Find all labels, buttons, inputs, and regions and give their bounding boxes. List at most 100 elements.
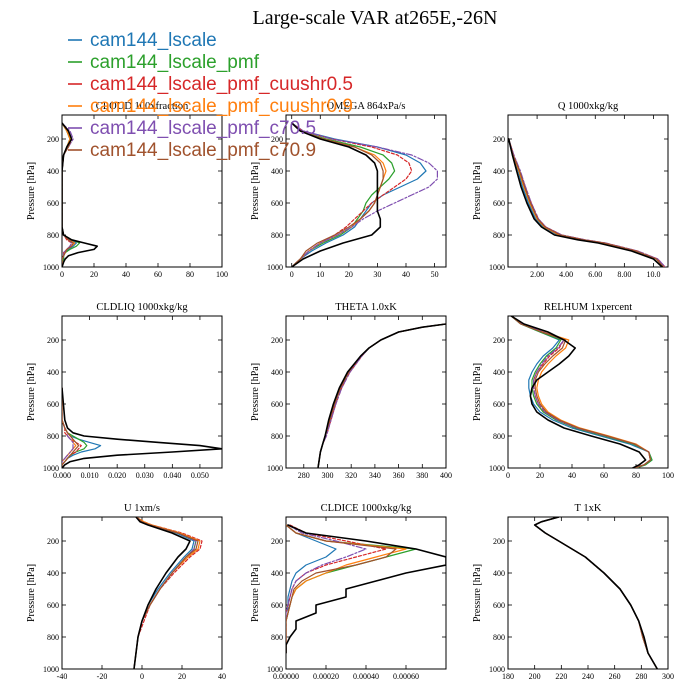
panel-omega-864xpa-s-ytick-label: 400 [271,167,283,176]
legend-item-cam144-lscale-pmf-c70-9: cam144_lscale_pmf_c70.9 [68,140,316,161]
panel-u-1xm-s-xtick-label: 40 [218,672,226,681]
panel-u-1xm-s-ylabel: Pressure [hPa] [26,564,37,622]
panel-theta-1-0xk-xtick-label: 280 [298,471,310,480]
panel-omega-864xpa-s-xtick-label: 10 [316,270,324,279]
panel-q-1000xkg-kg-plot-area [508,138,666,267]
panel-t-1xk-xtick-label: 280 [635,672,647,681]
panel-q-1000xkg-kg-xtick-label: 10.0 [646,270,660,279]
panel-omega-864xpa-s-series-cam144-lscale-pmf [291,122,396,267]
panel-u-1xm-s-ytick-label: 400 [47,569,59,578]
panel-cldliq-1000xkg-kg-title: CLDLIQ 1000xkg/kg [96,302,188,313]
panel-relhum-1xpercent-series-cam144-lscale-pmf-cuushr0-5 [510,316,652,468]
panel-q-1000xkg-kg-xtick-label: 4.00 [559,270,573,279]
legend: cam144_lscalecam144_lscale_pmfcam144_lsc… [68,30,353,161]
panel-cldliq-1000xkg-kg-series-control [62,387,222,468]
panel-omega-864xpa-s-ytick-label: 200 [271,135,283,144]
panel-relhum-1xpercent-series-control [510,316,647,468]
panel-theta-1-0xk-plot-area [317,323,446,468]
panel-cloud-100xfraction-ytick-label: 600 [47,199,59,208]
panel-cloud-100xfraction-ylabel: Pressure [hPa] [26,162,37,220]
panel-relhum-1xpercent-xtick-label: 80 [632,471,640,480]
panel-cldice-1000xkg-kg-ytick-label: 800 [271,633,283,642]
panel-q-1000xkg-kg-series-cam144-lscale-pmf-c70-9 [508,138,665,267]
panel-cldice-1000xkg-kg-xtick-label: 0.00000 [273,672,299,681]
panel-theta-1-0xk-ytick-label: 800 [271,432,283,441]
panel-omega-864xpa-s-ylabel: Pressure [hPa] [250,162,261,220]
panel-cldliq-1000xkg-kg-xtick-label: 0.020 [108,471,126,480]
panel-relhum-1xpercent-xtick-label: 0 [506,471,510,480]
panel-cldice-1000xkg-kg-series-cam144-lscale-pmf-c70-9 [286,524,397,654]
panel-q-1000xkg-kg: Q 1000xkg/kg Pressure [hPa] 200 400 600 800 10… [472,101,669,279]
panel-t-1xk-series-cam144-lscale-pmf-cuushr0-9 [534,517,658,669]
panel-cldice-1000xkg-kg-series-cam144-lscale-pmf-cuushr0-9 [286,524,407,654]
panel-u-1xm-s-series-cam144-lscale [133,517,195,669]
panel-u-1xm-s-xtick-label: -20 [97,672,108,681]
panel-theta-1-0xk-ytick-label: 1000 [267,464,283,473]
panel-u-1xm-s-ytick-label: 800 [47,633,59,642]
panel-cldice-1000xkg-kg-ylabel: Pressure [hPa] [250,564,261,622]
panel-theta-1-0xk: THETA 1.0xK Pressure [hPa] 200 400 600 800 100… [250,302,452,480]
panel-cloud-100xfraction-title: CLOUD 100xfraction [96,101,189,112]
panel-relhum-1xpercent-plot-area [510,316,653,468]
panel-cldice-1000xkg-kg-ytick-label: 400 [271,569,283,578]
panel-theta-1-0xk-frame [285,315,447,469]
panel-q-1000xkg-kg-series-cam144-lscale-pmf-c70-5 [508,138,666,267]
panel-cldliq-1000xkg-kg-xtick-label: 0.000 [53,471,71,480]
panel-cldice-1000xkg-kg-plot-area [286,524,446,654]
panel-u-1xm-s-ytick-label: 600 [47,601,59,610]
panel-t-1xk-xtick-label: 240 [582,672,594,681]
panel-cloud-100xfraction-ytick-label: 1000 [43,263,59,272]
panel-t-1xk-ytick-label: 400 [493,569,505,578]
panel-t-1xk-series-cam144-lscale-pmf-cuushr0-5 [534,517,658,669]
panel-cldice-1000xkg-kg-frame [285,516,447,670]
panel-q-1000xkg-kg-ytick-label: 600 [493,199,505,208]
panel-cldice-1000xkg-kg-ytick-label: 600 [271,601,283,610]
panel-t-1xk-ytick-label: 800 [493,633,505,642]
panel-cloud-100xfraction-series-control [62,122,98,267]
panel-theta-1-0xk-xtick-label: 400 [440,471,452,480]
legend-label: cam144_lscale [90,30,217,51]
panel-q-1000xkg-kg-title: Q 1000xkg/kg [558,101,619,112]
panel-relhum-1xpercent-ytick-label: 1000 [489,464,505,473]
panel-omega-864xpa-s-xtick-label: 50 [431,270,439,279]
panel-q-1000xkg-kg-xtick-label: 2.00 [530,270,544,279]
panel-omega-864xpa-s-frame [285,114,447,268]
panel-u-1xm-s-series-control [133,517,191,669]
panel-cldliq-1000xkg-kg-ytick-label: 200 [47,336,59,345]
panel-cldice-1000xkg-kg-series-cam144-lscale [286,524,337,654]
panel-theta-1-0xk-series-control [317,323,446,468]
panel-relhum-1xpercent-series-cam144-lscale-pmf-c70-9 [510,316,652,468]
panel-relhum-1xpercent-xtick-label: 60 [600,471,608,480]
panel-t-1xk-xtick-label: 220 [555,672,567,681]
panel-t-1xk-series-cam144-lscale-pmf [534,517,658,669]
panel-relhum-1xpercent-ytick-label: 800 [493,432,505,441]
panel-theta-1-0xk-xtick-label: 320 [345,471,357,480]
panel-omega-864xpa-s-title: OMEGA 864xPa/s [326,101,405,112]
panel-u-1xm-s-ytick-label: 1000 [43,665,59,674]
panel-cloud-100xfraction-xtick-label: 0 [60,270,64,279]
panel-omega-864xpa-s-xtick-label: 40 [402,270,410,279]
panel-cldice-1000xkg-kg-series-cam144-lscale-pmf-cuushr0-5 [286,524,387,654]
panel-q-1000xkg-kg-ytick-label: 1000 [489,263,505,272]
panel-theta-1-0xk-ytick-label: 200 [271,336,283,345]
panel-cloud-100xfraction-xtick-label: 100 [216,270,228,279]
panel-omega-864xpa-s-ytick-label: 600 [271,199,283,208]
legend-item-cam144-lscale: cam144_lscale [68,30,217,51]
panel-t-1xk-ytick-label: 1000 [489,665,505,674]
legend-label: cam144_lscale_pmf_c70.9 [90,140,316,161]
panel-t-1xk-ytick-label: 600 [493,601,505,610]
panel-theta-1-0xk-ytick-label: 400 [271,368,283,377]
panel-cldliq-1000xkg-kg-xtick-label: 0.050 [191,471,209,480]
panel-cldice-1000xkg-kg-xtick-label: 0.00040 [353,672,379,681]
panel-cldice-1000xkg-kg-title: CLDICE 1000xkg/kg [321,503,412,514]
panel-cldliq-1000xkg-kg-series-cam144-lscale-pmf [62,387,88,468]
panel-u-1xm-s-xtick-label: 0 [140,672,144,681]
panel-relhum-1xpercent-ytick-label: 200 [493,336,505,345]
panel-theta-1-0xk-xtick-label: 380 [416,471,428,480]
panel-omega-864xpa-s-xtick-label: 20 [345,270,353,279]
panel-t-1xk-series-control [533,517,659,669]
